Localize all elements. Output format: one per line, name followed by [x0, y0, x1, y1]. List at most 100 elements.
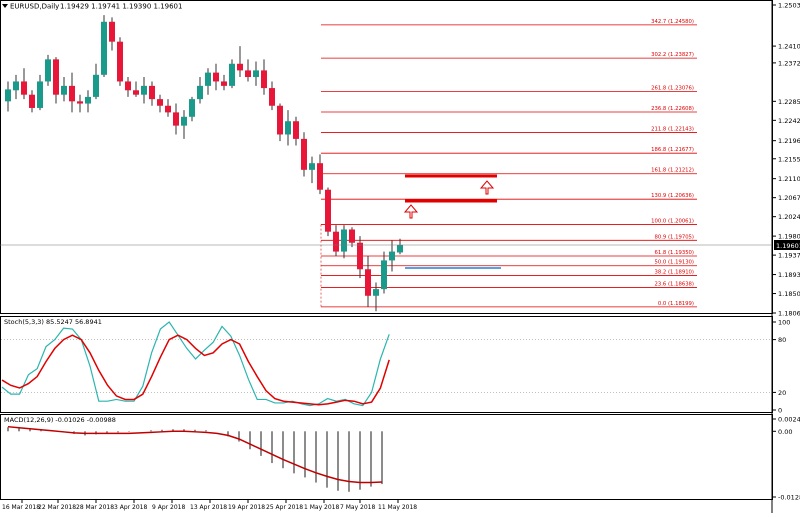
price-tick-label: 1.23720 [778, 59, 800, 67]
price-tick-label: 1.21550 [778, 155, 800, 163]
fib-level-label: 236.8 (1.22608) [651, 106, 694, 112]
current-price-label: 1.19601 [776, 242, 800, 250]
stoch-signal-line [1, 334, 390, 406]
price-tick-label: 1.20240 [778, 213, 800, 221]
candle-body [237, 63, 243, 71]
candle-body [133, 90, 139, 95]
stoch-tick-label: 100 [778, 319, 790, 327]
stochastic-lines [1, 321, 772, 407]
candle-body [221, 81, 227, 86]
date-tick-label: 28 Mar 2018 [76, 504, 114, 511]
fib-level-label: 186.8 (1.21677) [651, 147, 694, 153]
candle-body [109, 21, 115, 42]
date-tick-label: 7 May 2018 [340, 504, 375, 511]
fib-level-label: 302.2 (1.23827) [651, 52, 694, 58]
stoch-title: Stoch(5,3,3) 85.5247 56.8941 [4, 318, 102, 326]
candle-body [205, 72, 211, 86]
fib-level-label: 23.6 (1.18638) [654, 281, 694, 287]
date-tick-label: 22 Mar 2018 [38, 504, 76, 511]
fib-level-label: 161.8 (1.21212) [651, 168, 694, 174]
candle-body [37, 81, 43, 108]
price-tick-label: 1.18930 [778, 271, 800, 279]
candle-body [141, 85, 147, 95]
candle-body [13, 81, 19, 91]
candle-body [21, 81, 27, 95]
candle-body [285, 121, 291, 135]
candle-body [29, 94, 35, 108]
candle-body [253, 70, 259, 78]
candle-body [229, 63, 235, 86]
candle-body [365, 269, 371, 296]
candle-body [293, 121, 299, 139]
fib-level-label: 261.8 (1.23076) [651, 85, 694, 91]
date-tick-label: 3 Apr 2018 [114, 504, 147, 511]
fib-level-label: 38.2 (1.18910) [654, 269, 694, 275]
candle-body [69, 85, 75, 102]
candles [5, 15, 403, 312]
candle-body [157, 99, 163, 106]
candle-body [333, 231, 339, 252]
stoch-panel-frame [0, 316, 773, 413]
candle-body [77, 101, 83, 104]
candle-body [397, 244, 403, 253]
up-arrow-icon [479, 180, 495, 195]
stoch-main-line [1, 321, 390, 407]
price-tick-label: 1.19800 [778, 233, 800, 241]
date-tick-label: 11 May 2018 [378, 504, 417, 511]
fib-level-label: 100.0 (1.20061) [651, 219, 694, 225]
macd-panel-frame [0, 414, 773, 500]
candle-body [101, 21, 107, 75]
fib-level-label: 130.9 (1.20636) [651, 193, 694, 199]
candle-body [45, 59, 51, 82]
candle-body [349, 229, 355, 243]
candle-body [277, 105, 283, 135]
macd-signal-line [7, 425, 383, 484]
ohlc-label: 1.19429 1.19741 1.19390 1.19601 [60, 3, 182, 11]
candle-body [173, 112, 179, 126]
fib-levels: 342.7 (1.24580) 302.2 (1.23827) 261.8 (1.2… [320, 19, 697, 308]
candle-body [317, 163, 323, 190]
candle-body [165, 105, 171, 113]
chevron-down-icon[interactable] [2, 4, 8, 8]
macd-indicator [7, 425, 383, 492]
candle-body [93, 74, 99, 97]
date-tick-label: 25 Apr 2018 [266, 504, 303, 511]
price-tick-label: 1.21960 [778, 137, 800, 145]
candle-body [125, 81, 131, 91]
price-tick-label: 1.18060 [778, 310, 800, 318]
candle-body [5, 89, 11, 102]
macd-tick-label: -0.01282 [778, 494, 800, 502]
macd-tick-label: 0.0024 [778, 416, 800, 424]
stoch-tick-label: 80 [778, 336, 786, 344]
symbol-label: EURUSD,Daily [10, 3, 59, 11]
fib-level-label: 80.9 (1.19705) [654, 234, 694, 240]
date-tick-label: 13 Apr 2018 [190, 504, 227, 511]
price-tick-label: 1.18500 [778, 290, 800, 298]
fib-level-label: 50.0 (1.19130) [654, 260, 694, 266]
price-tick-label: 1.21100 [778, 175, 800, 183]
candle-body [341, 229, 347, 252]
stoch-tick-label: 20 [778, 389, 786, 397]
candle-body [381, 260, 387, 290]
price-tick-label: 1.24100 [778, 43, 800, 51]
price-tick-label: 1.25030 [778, 2, 800, 10]
candle-body [53, 59, 59, 95]
fib-level-label: 0.0 (1.18199) [658, 301, 694, 307]
price-tick-label: 1.22420 [778, 117, 800, 125]
date-tick-label: 16 Mar 2018 [2, 504, 40, 511]
stoch-tick-label: 0 [778, 407, 782, 415]
up-arrow-icon [403, 204, 419, 219]
candle-body [189, 99, 195, 117]
candle-body [61, 85, 67, 95]
candle-body [245, 70, 251, 78]
price-tick-label: 1.19370 [778, 252, 800, 260]
fib-level-label: 61.8 (1.19350) [654, 250, 694, 256]
candle-body [269, 88, 275, 106]
date-tick-label: 1 May 2018 [304, 504, 339, 511]
candle-body [213, 72, 219, 82]
candle-body [389, 251, 395, 261]
current-price-badge [774, 240, 800, 250]
fib-level-label: 342.7 (1.24580) [651, 19, 694, 25]
